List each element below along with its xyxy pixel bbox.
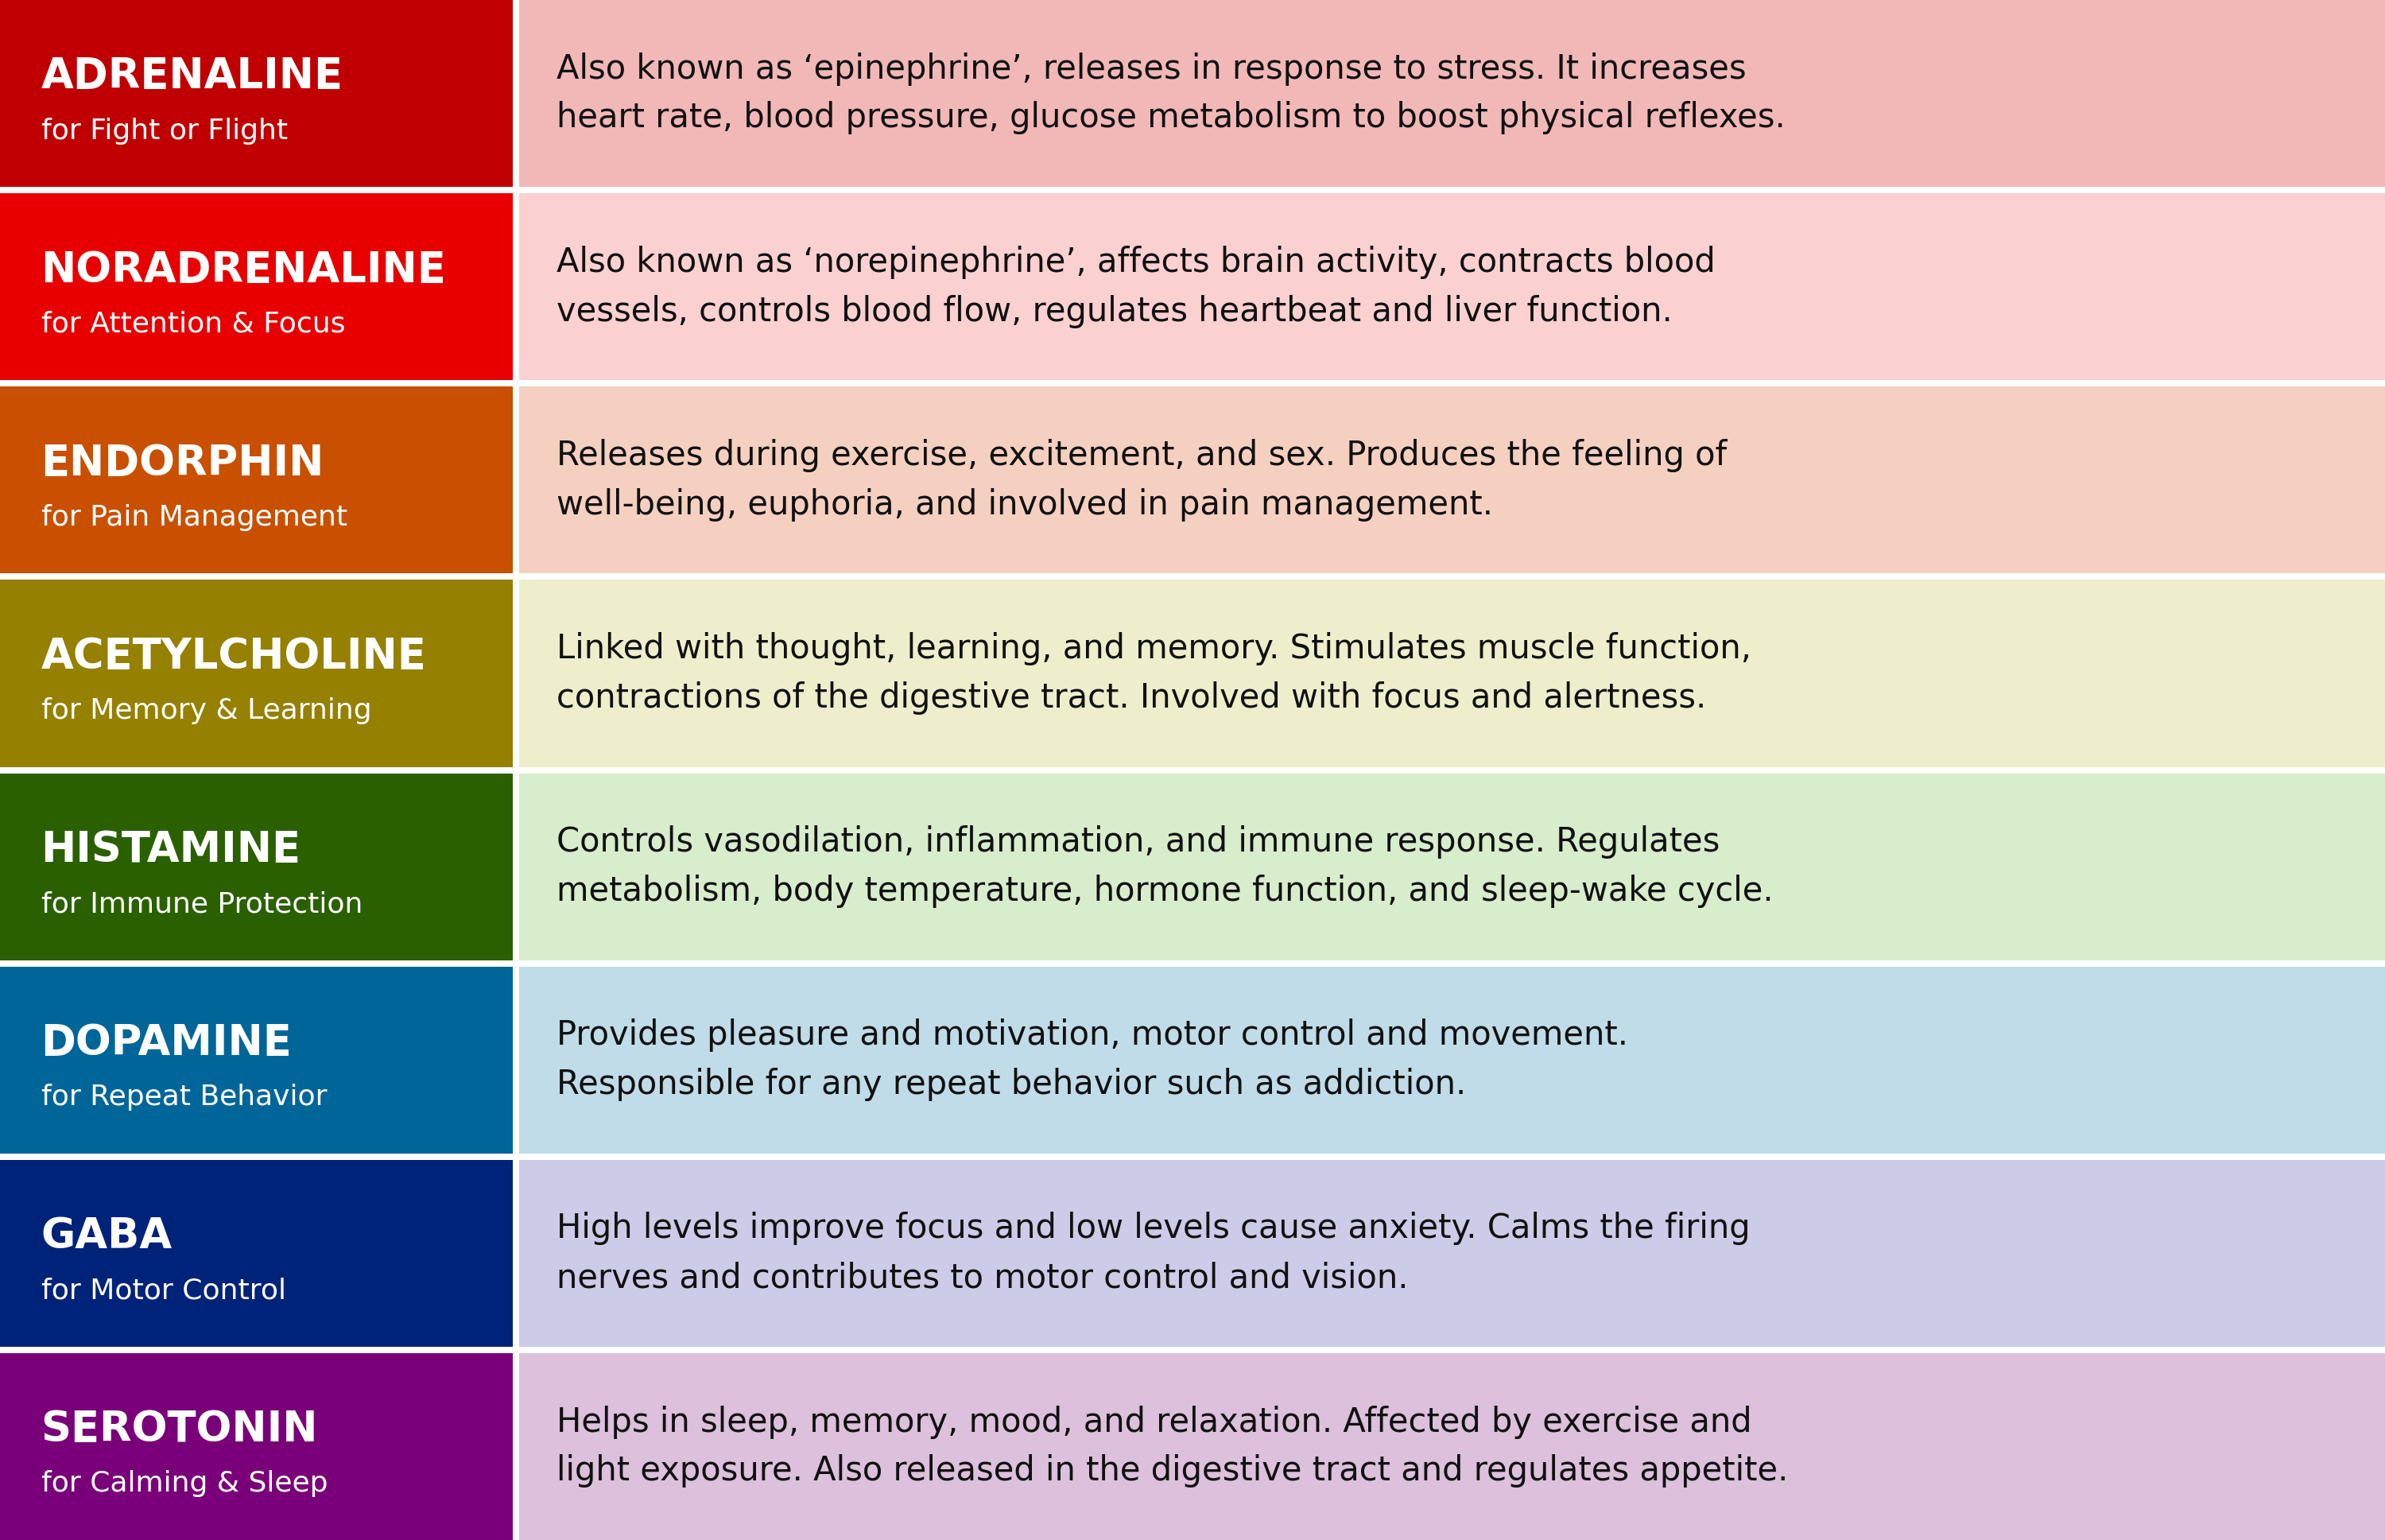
Bar (520, 773, 2385, 959)
Bar (0, 773, 513, 959)
Text: Provides pleasure and motivation, motor control and movement.
Responsible for an: Provides pleasure and motivation, motor … (556, 1018, 1629, 1101)
Bar (520, 581, 2385, 767)
Text: Controls vasodilation, inflammation, and immune response. Regulates
metabolism, : Controls vasodilation, inflammation, and… (556, 825, 1774, 909)
Text: GABA: GABA (41, 1215, 172, 1257)
Text: for Fight or Flight: for Fight or Flight (41, 117, 289, 145)
Text: NORADRENALINE: NORADRENALINE (41, 249, 446, 291)
Text: DOPAMINE: DOPAMINE (41, 1023, 291, 1064)
Text: Releases during exercise, excitement, and sex. Produces the feeling of
well-bein: Releases during exercise, excitement, an… (556, 439, 1727, 522)
Bar (520, 1354, 2385, 1540)
Text: HISTAMINE: HISTAMINE (41, 829, 301, 870)
Text: ADRENALINE: ADRENALINE (41, 55, 343, 97)
Text: for Memory & Learning: for Memory & Learning (41, 698, 372, 724)
Bar (0, 194, 513, 380)
Text: Also known as ‘norepinephrine’, affects brain activity, contracts blood
vessels,: Also known as ‘norepinephrine’, affects … (556, 245, 1715, 328)
Bar (0, 1160, 513, 1346)
Bar (520, 1160, 2385, 1346)
Bar (0, 967, 513, 1153)
Text: ACETYLCHOLINE: ACETYLCHOLINE (41, 636, 427, 678)
Text: Also known as ‘epinephrine’, releases in response to stress. It increases
heart : Also known as ‘epinephrine’, releases in… (556, 52, 1786, 134)
Bar (0, 387, 513, 573)
Bar (0, 1354, 513, 1540)
Text: for Attention & Focus: for Attention & Focus (41, 311, 346, 337)
Text: for Pain Management: for Pain Management (41, 504, 348, 531)
Bar (0, 581, 513, 767)
Bar (520, 0, 2385, 186)
Text: High levels improve focus and low levels cause anxiety. Calms the firing
nerves : High levels improve focus and low levels… (556, 1212, 1751, 1295)
Text: ENDORPHIN: ENDORPHIN (41, 442, 324, 484)
Text: Helps in sleep, memory, mood, and relaxation. Affected by exercise and
light exp: Helps in sleep, memory, mood, and relaxa… (556, 1406, 1789, 1488)
Text: for Repeat Behavior: for Repeat Behavior (41, 1084, 327, 1110)
Text: for Calming & Sleep: for Calming & Sleep (41, 1471, 327, 1497)
Bar (520, 194, 2385, 380)
Bar (0, 0, 513, 186)
Text: for Immune Protection: for Immune Protection (41, 890, 363, 918)
Text: for Motor Control: for Motor Control (41, 1277, 286, 1304)
Bar (520, 387, 2385, 573)
Text: SEROTONIN: SEROTONIN (41, 1409, 317, 1451)
Text: Linked with thought, learning, and memory. Stimulates muscle function,
contracti: Linked with thought, learning, and memor… (556, 631, 1751, 715)
Bar (520, 967, 2385, 1153)
